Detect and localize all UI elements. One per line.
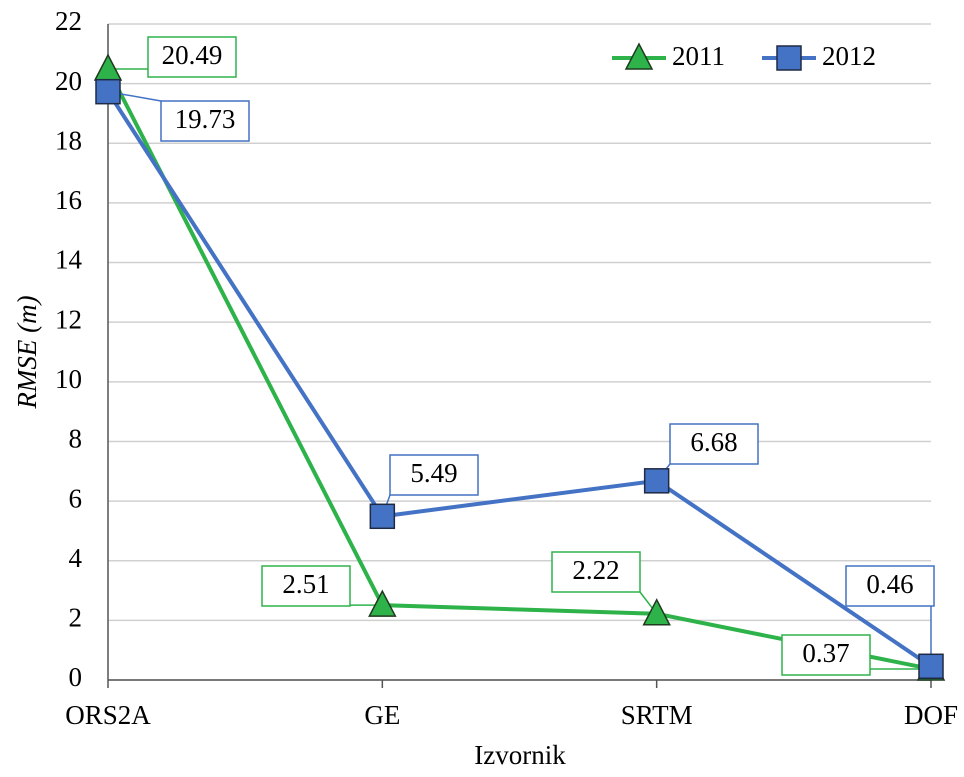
y-tick-label: 6: [69, 483, 83, 513]
data-label: 6.68: [690, 427, 737, 457]
y-tick-label: 2: [69, 603, 83, 633]
callout-box: [389, 454, 479, 496]
y-tick-label: 10: [55, 364, 82, 394]
y-tick-label: 4: [69, 543, 83, 573]
x-tick-label: GE: [364, 700, 400, 730]
data-point: [369, 503, 396, 530]
callout-box: [845, 565, 935, 607]
y-tick-label: 14: [55, 245, 83, 275]
data-point: [95, 78, 121, 105]
data-point: [643, 468, 670, 494]
x-tick-label: SRTM: [621, 700, 693, 730]
legend-label: 2011: [672, 41, 725, 71]
data-label: 5.49: [410, 458, 457, 488]
y-tick-label: 18: [55, 125, 82, 155]
y-tick-label: 0: [69, 662, 83, 692]
callout-box: [147, 36, 237, 78]
data-point: [642, 598, 671, 626]
callout-box: [160, 100, 250, 142]
data-point: [918, 653, 944, 680]
series-line: [106, 68, 932, 671]
data-point: [368, 589, 397, 617]
data-point: [93, 53, 123, 81]
series-line: [106, 90, 933, 668]
data-label: 0.46: [866, 569, 913, 599]
legend-marker: [624, 42, 654, 70]
x-tick-label: DOF: [904, 700, 958, 730]
data-label: 0.37: [802, 638, 849, 668]
callout-box: [551, 551, 641, 593]
y-tick-label: 22: [55, 6, 82, 36]
x-tick-label: ORS2A: [65, 700, 151, 730]
callout-box: [781, 634, 871, 676]
data-label: 2.22: [572, 555, 619, 585]
data-label: 2.51: [282, 569, 329, 599]
legend-label: 2012: [822, 41, 876, 71]
y-tick-label: 20: [55, 66, 82, 96]
callout-box: [669, 423, 759, 465]
data-label: 20.49: [162, 40, 223, 70]
legend-marker: [776, 45, 802, 71]
callout-box: [261, 565, 351, 607]
y-tick-label: 8: [69, 424, 83, 454]
data-label: 19.73: [175, 104, 236, 134]
y-axis-title: RMSE (m): [12, 295, 42, 409]
y-tick-label: 12: [55, 304, 82, 334]
y-tick-label: 16: [55, 185, 82, 215]
x-axis-title: Izvornik: [474, 740, 566, 770]
